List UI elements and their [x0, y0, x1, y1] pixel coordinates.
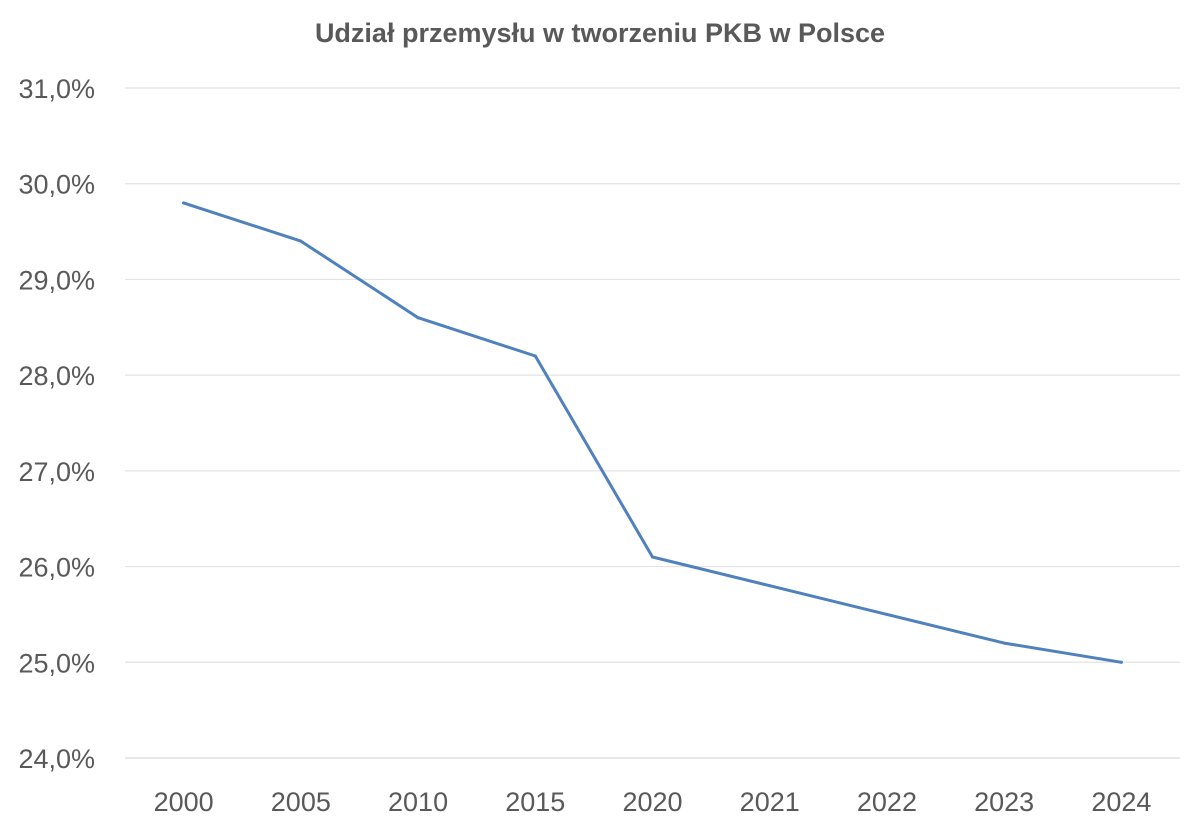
x-tick-label: 2010	[388, 787, 448, 817]
data-point	[299, 239, 303, 243]
x-tick-label: 2021	[740, 787, 800, 817]
y-tick-label: 28,0%	[18, 361, 95, 391]
series-lines	[182, 201, 1123, 664]
y-tick-label: 31,0%	[18, 74, 95, 104]
x-tick-label: 2005	[271, 787, 331, 817]
y-tick-label: 30,0%	[18, 170, 95, 200]
y-tick-label: 24,0%	[18, 744, 95, 774]
y-tick-label: 27,0%	[18, 457, 95, 487]
data-point	[885, 612, 889, 616]
x-tick-label: 2024	[1091, 787, 1151, 817]
data-point	[1002, 641, 1006, 645]
y-tick-label: 25,0%	[18, 648, 95, 678]
x-tick-label: 2020	[622, 787, 682, 817]
x-axis-labels: 2000 2005 2010 2015 2020 2021 2022 2023 2024	[154, 787, 1152, 817]
series-line	[182, 201, 1123, 664]
y-axis-labels: 24,0% 25,0% 26,0% 27,0% 28,0% 29,0% 30,0% 31,0%	[18, 74, 95, 774]
y-tick-label: 29,0%	[18, 265, 95, 295]
x-tick-label: 2015	[505, 787, 565, 817]
y-tick-label: 26,0%	[18, 553, 95, 583]
data-point	[533, 354, 537, 358]
chart-title: Udział przemysłu w tworzeniu PKB w Polsc…	[314, 18, 886, 48]
data-point	[182, 201, 186, 205]
x-tick-label: 2022	[857, 787, 917, 817]
data-point	[416, 316, 420, 320]
data-point	[651, 555, 654, 559]
x-tick-label: 2000	[154, 787, 214, 817]
x-tick-label: 2023	[974, 787, 1034, 817]
data-point	[1119, 660, 1123, 664]
gridlines	[125, 87, 1180, 759]
data-point	[768, 584, 772, 588]
